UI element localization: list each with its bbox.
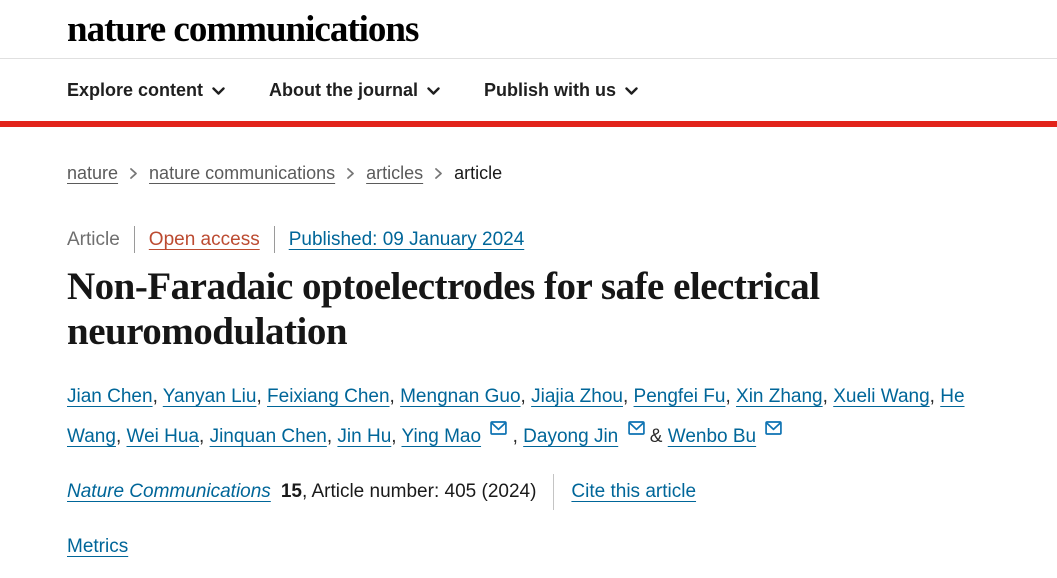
journal-info-row: Nature Communications 15 , Article numbe…: [67, 474, 997, 511]
author-link[interactable]: Wenbo Bu: [667, 425, 757, 447]
meta-divider: [273, 226, 275, 253]
author-separator: ,: [115, 425, 127, 447]
author-separator: ,: [199, 425, 210, 447]
author-separator: ,: [326, 425, 338, 447]
author-link[interactable]: Jiajia Zhou: [531, 385, 623, 407]
metrics-link[interactable]: Metrics: [67, 536, 129, 558]
article-number-text: , Article number: 405 (2024): [301, 481, 537, 503]
author-list: Jian Chen, Yanyan Liu, Feixiang Chen, Me…: [67, 377, 997, 457]
envelope-icon[interactable]: [627, 420, 645, 435]
author-separator: ,: [929, 385, 941, 407]
journal-volume: 15: [280, 481, 302, 503]
author-link[interactable]: Xueli Wang: [833, 385, 930, 407]
open-access-link[interactable]: Open access: [148, 228, 260, 250]
author-separator: ,: [520, 385, 532, 407]
envelope-icon[interactable]: [765, 420, 783, 435]
author-separator: ,: [152, 385, 163, 407]
author-link[interactable]: He Wang: [67, 385, 965, 447]
accent-bar: [0, 121, 1057, 127]
journal-name-link[interactable]: Nature Communications: [67, 481, 271, 503]
cite-divider: [553, 474, 555, 511]
author-link[interactable]: Xin Zhang: [736, 385, 823, 407]
author-link[interactable]: Jin Hu: [337, 425, 392, 447]
nav-list: Explore content About the journal Publis…: [67, 80, 638, 101]
breadcrumb-item[interactable]: nature: [67, 163, 119, 183]
nav-link[interactable]: Publish with us: [484, 80, 638, 101]
site-header: nature communications: [0, 0, 1057, 59]
nav-link[interactable]: Explore content: [67, 80, 225, 101]
article-page: nature nature communications articles ar…: [0, 127, 1057, 558]
author-link[interactable]: Yanyan Liu: [162, 385, 257, 407]
meta-divider: [133, 226, 135, 253]
author-link[interactable]: Ying Mao: [401, 425, 482, 447]
author-separator: ,: [622, 385, 634, 407]
author-separator: &: [649, 425, 668, 447]
nav-item: Explore content: [67, 80, 225, 101]
breadcrumb: nature nature communications articles ar…: [67, 163, 997, 184]
breadcrumb-item[interactable]: articles: [366, 163, 424, 183]
metrics-row: Metrics: [67, 536, 997, 558]
chevron-down-icon: [625, 86, 638, 95]
nav-label: Publish with us: [484, 79, 617, 100]
author-separator: ,: [512, 425, 524, 447]
author-separator: ,: [391, 425, 402, 447]
author-link[interactable]: Mengnan Guo: [400, 385, 521, 407]
author-separator: ,: [822, 385, 834, 407]
author-separator: ,: [256, 385, 268, 407]
author-link[interactable]: Jian Chen: [67, 385, 153, 407]
journal-logo[interactable]: nature communications: [67, 8, 419, 50]
nav-label: About the journal: [269, 79, 419, 100]
chevron-right-icon: [130, 168, 137, 179]
envelope-icon[interactable]: [490, 420, 508, 435]
chevron-down-icon: [212, 86, 225, 95]
chevron-down-icon: [427, 86, 440, 95]
article-type-label: Article: [67, 228, 120, 250]
article-title: Non-Faradaic optoelectrodes for safe ele…: [67, 265, 820, 353]
nav-link[interactable]: About the journal: [269, 80, 440, 101]
breadcrumb-item[interactable]: nature communications: [149, 163, 336, 183]
author-separator: ,: [389, 385, 401, 407]
author-link[interactable]: Wei Hua: [126, 425, 200, 447]
chevron-right-icon: [435, 168, 443, 179]
nav-item: About the journal: [269, 80, 440, 101]
author-link[interactable]: Feixiang Chen: [267, 385, 390, 407]
nav-label: Explore content: [67, 79, 204, 100]
nav-item: Publish with us: [484, 80, 638, 101]
author-link[interactable]: Pengfei Fu: [633, 385, 726, 407]
main-nav: Explore content About the journal Publis…: [0, 59, 1057, 121]
cite-this-article-link[interactable]: Cite this article: [571, 481, 697, 503]
author-link[interactable]: Dayong Jin: [523, 425, 619, 447]
author-link[interactable]: Jinquan Chen: [209, 425, 327, 447]
article-meta-row: Article Open access Published: 09 Januar…: [67, 226, 997, 253]
published-date-link[interactable]: Published: 09 January 2024: [288, 228, 525, 250]
chevron-right-icon: [347, 168, 355, 179]
breadcrumb-item: article: [454, 163, 503, 183]
author-separator: ,: [725, 385, 737, 407]
